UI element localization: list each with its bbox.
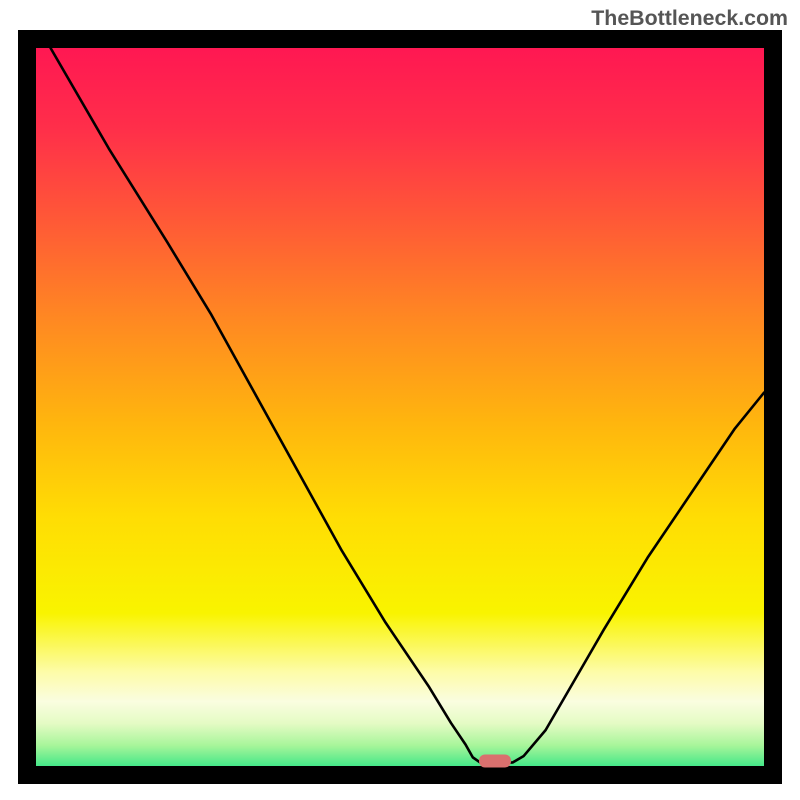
optimal-marker <box>479 754 511 767</box>
watermark-text: TheBottleneck.com <box>591 6 788 31</box>
bottleneck-chart: TheBottleneck.com <box>0 0 800 800</box>
plot-background <box>27 39 773 775</box>
plot-svg <box>18 30 782 784</box>
plot-area <box>18 30 782 784</box>
